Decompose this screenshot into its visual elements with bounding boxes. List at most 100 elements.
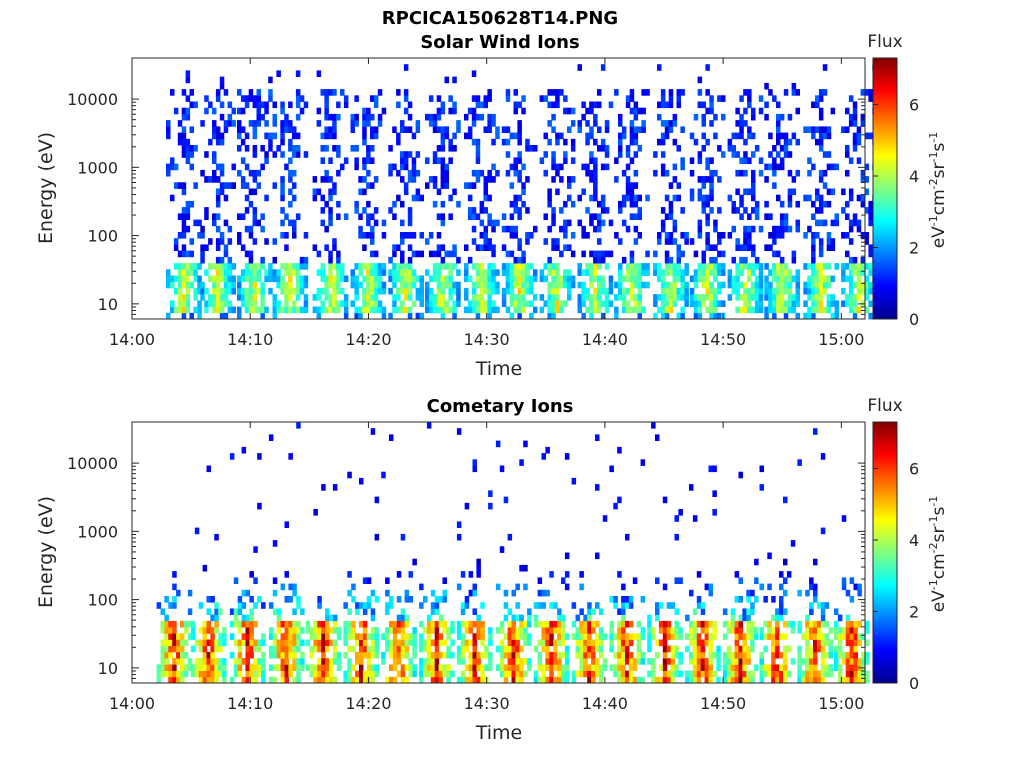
- flux-cell: [705, 269, 710, 276]
- flux-cell: [362, 639, 368, 647]
- flux-cell: [758, 287, 764, 295]
- flux-cell: [396, 132, 401, 140]
- flux-cell: [593, 213, 598, 220]
- flux-cell: [381, 232, 387, 239]
- flux-cell: [579, 571, 584, 578]
- flux-cell: [555, 287, 560, 295]
- flux-cell: [511, 676, 516, 684]
- flux-cell: [206, 651, 211, 659]
- flux-cell: [519, 614, 524, 622]
- flux-cell: [460, 676, 466, 684]
- flux-cell: [244, 163, 250, 171]
- flux-cell: [177, 281, 183, 289]
- flux-cell: [551, 263, 556, 270]
- x-tick-label: 15:00: [818, 330, 864, 349]
- flux-cell: [704, 676, 710, 684]
- flux-cell: [775, 664, 780, 671]
- flux-cell: [564, 676, 570, 684]
- flux-cell: [177, 294, 183, 301]
- flux-cell: [509, 200, 515, 208]
- flux-cell: [543, 263, 548, 270]
- flux-cell: [370, 670, 376, 678]
- flux-cell: [260, 256, 265, 264]
- flux-cell: [664, 263, 670, 270]
- flux-cell: [430, 620, 436, 628]
- flux-cell: [533, 602, 539, 609]
- flux-cell: [758, 263, 764, 270]
- flux-cell: [432, 306, 438, 314]
- flux-cell: [617, 664, 622, 671]
- flux-cell: [735, 169, 740, 177]
- flux-cell: [407, 113, 413, 121]
- flux-cell: [358, 225, 363, 233]
- flux-cell: [676, 244, 681, 251]
- flux-cell: [658, 620, 664, 628]
- flux-cell: [860, 194, 866, 202]
- flux-cell: [487, 294, 492, 301]
- flux-cell: [591, 670, 596, 678]
- flux-cell: [779, 608, 784, 615]
- flux-cell: [841, 676, 847, 684]
- flux-cell: [848, 188, 854, 196]
- flux-cell: [674, 620, 679, 628]
- flux-cell: [636, 658, 642, 665]
- flux-cell: [856, 194, 862, 202]
- flux-cell: [222, 670, 227, 678]
- flux-cell: [742, 664, 747, 671]
- flux-cell: [168, 639, 173, 647]
- flux-cell: [244, 263, 250, 270]
- flux-cell: [377, 263, 383, 270]
- flux-cell: [617, 639, 622, 647]
- flux-cell: [633, 275, 639, 283]
- flux-cell: [505, 95, 511, 102]
- flux-cell: [456, 269, 461, 276]
- flux-cell: [233, 614, 239, 622]
- flux-cell: [419, 602, 424, 609]
- flux-cell: [272, 132, 277, 140]
- flux-cell: [779, 132, 785, 140]
- flux-cell: [563, 151, 568, 158]
- flux-cell: [739, 213, 744, 220]
- x-tick-label: 14:40: [582, 330, 628, 349]
- flux-cell: [816, 627, 822, 634]
- flux-cell: [336, 263, 341, 270]
- flux-cell: [517, 194, 522, 202]
- flux-cell: [640, 651, 646, 659]
- flux-cell: [816, 620, 822, 628]
- x-axis-label: Time: [475, 358, 523, 380]
- flux-cell: [834, 163, 839, 171]
- flux-cell: [700, 608, 706, 615]
- flux-cell: [730, 627, 736, 634]
- flux-cell: [739, 169, 744, 177]
- flux-cell: [697, 76, 703, 84]
- flux-cell: [212, 157, 217, 164]
- flux-cell: [404, 633, 410, 640]
- flux-cell: [476, 676, 481, 684]
- flux-cell: [366, 577, 372, 584]
- flux-cell: [595, 645, 600, 653]
- flux-cell: [181, 126, 187, 133]
- flux-cell: [621, 169, 627, 177]
- flux-cell: [204, 269, 209, 276]
- flux-cell: [717, 238, 722, 245]
- flux-cell: [701, 101, 706, 109]
- flux-cell: [347, 471, 352, 479]
- y-tick-label: 1000: [77, 522, 118, 541]
- flux-cell: [309, 645, 314, 653]
- flux-cell: [362, 126, 367, 133]
- flux-cell: [377, 113, 383, 121]
- flux-cell: [705, 89, 710, 96]
- flux-cell: [476, 658, 481, 665]
- flux-cell: [721, 232, 726, 239]
- flux-cell: [244, 132, 250, 140]
- flux-cell: [197, 300, 202, 307]
- flux-cell: [636, 651, 642, 659]
- flux-cell: [820, 620, 826, 628]
- flux-cell: [705, 138, 710, 146]
- flux-cell: [521, 182, 526, 189]
- flux-cell: [666, 670, 672, 678]
- flux-cell: [177, 132, 183, 140]
- flux-cell: [693, 300, 699, 307]
- flux-cell: [708, 651, 713, 659]
- flux-cell: [811, 101, 816, 109]
